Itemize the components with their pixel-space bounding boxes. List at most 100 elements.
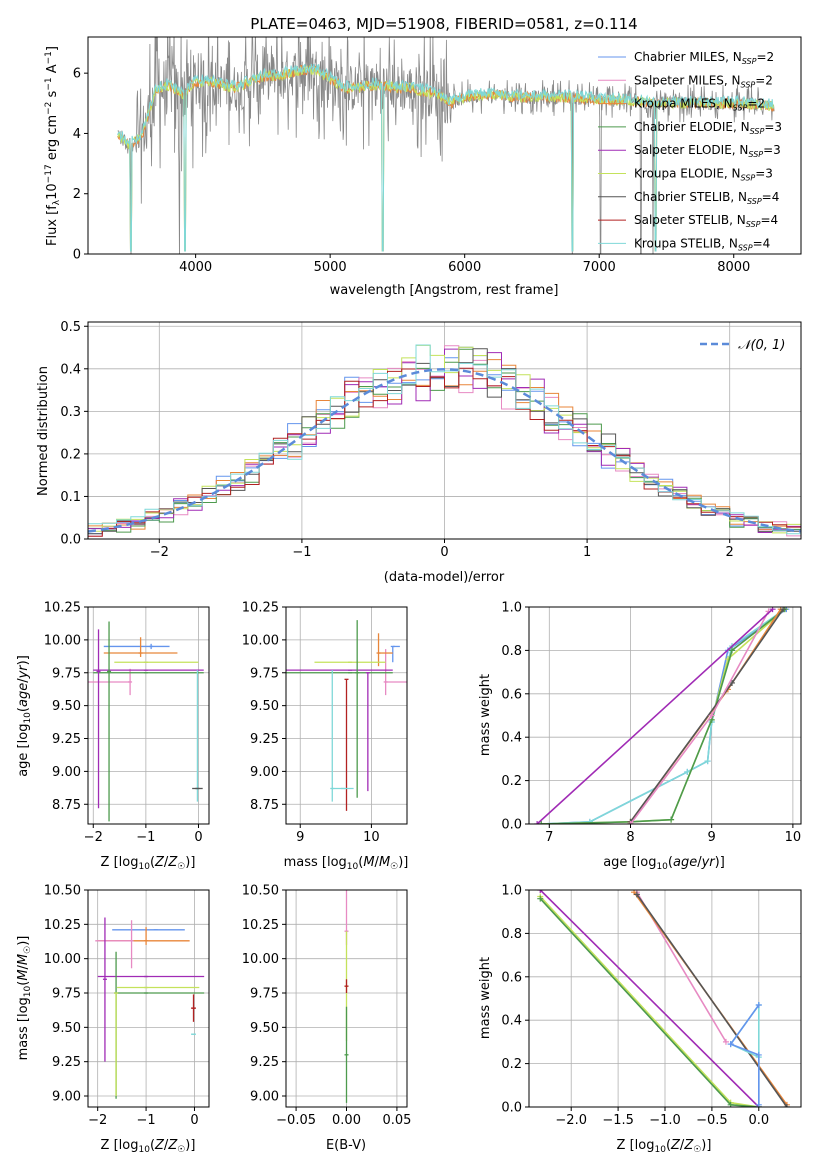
y-tick-label: 9.50 (52, 1021, 81, 1036)
y-tick-label: 9.25 (52, 1055, 81, 1070)
age-z-xlabel: Z [log10(Z/Z☉)] (101, 855, 196, 872)
mass-weight-line (729, 1004, 760, 1105)
age-mass-xlabel: mass [log10(M/M☉)] (284, 855, 409, 872)
legend-label: Kroupa ELODIE, NSSP=3 (634, 167, 773, 183)
x-tick-label: 8000 (717, 260, 750, 275)
y-tick-label: 0 (73, 248, 81, 263)
x-tick-label: −2.0 (555, 1113, 587, 1128)
normal-curve (88, 368, 801, 533)
y-tick-label: 0.1 (60, 490, 81, 505)
mass-weight-vs-z-panel: −2.0 −1.5 −1.0 −0.5 0.0 0.0 0.2 0.4 0.6 0.8 1.0 Z … (478, 884, 802, 1155)
spectrum-legend: Chabrier MILES, NSSP=2 Salpeter MILES, NS… (598, 50, 782, 252)
x-tick-label: 2 (726, 545, 734, 560)
mass-weight-marker (668, 816, 675, 823)
x-tick-label: 0.05 (382, 1113, 411, 1128)
y-tick-label: 8.75 (250, 798, 279, 813)
x-tick-label: −0.5 (696, 1113, 728, 1128)
mass-ebv-xlabel: E(B-V) (326, 1138, 366, 1153)
histogram-series (88, 344, 801, 534)
x-tick-label: −1 (136, 1113, 155, 1128)
y-tick-label: 0.0 (501, 1101, 522, 1116)
axes-frame: 9 10 8.75 9.00 9.25 9.50 9.75 10.00 10.25 (242, 601, 408, 845)
y-tick-label: 0.4 (501, 731, 522, 746)
y-tick-label: 8.75 (52, 798, 81, 813)
legend-label: Kroupa MILES, NSSP=2 (634, 97, 765, 113)
y-tick-label: 1.0 (501, 884, 522, 899)
mass-vs-z-panel: −2 −1 0 9.00 9.25 9.50 9.75 10.00 10.25 10.50 Z [… (16, 884, 210, 1155)
mass-weight-marker (538, 821, 545, 824)
x-tick-label: −2 (84, 830, 103, 845)
mass-weight-marker (755, 1051, 762, 1058)
x-tick-label: 7000 (583, 260, 616, 275)
residuals-legend: 𝒩(0, 1) (700, 338, 785, 353)
spectrum-ylabel: Flux [fλ10−17 erg cm−2 s−1 A−1] (44, 46, 62, 246)
mw-age-xlabel: age [log10(age/yr)] (603, 855, 725, 872)
residuals-ylabel: Normed distribution (36, 366, 51, 496)
axes-frame: 4000 5000 6000 7000 8000 0 2 4 6 (73, 36, 802, 275)
x-tick-label: 0.0 (748, 1113, 769, 1128)
y-tick-label: 10.25 (44, 918, 81, 933)
y-tick-label: 0.4 (60, 362, 81, 377)
x-tick-label: −1 (292, 545, 311, 560)
plot-area (88, 344, 801, 537)
mass-weight-marker (537, 895, 544, 902)
y-tick-label: 10.50 (242, 884, 279, 899)
axes-box (285, 606, 408, 825)
mass-z-xlabel: Z [log10(Z/Z☉)] (101, 1138, 196, 1155)
y-tick-label: 10.00 (44, 633, 81, 648)
legend-label: Salpeter MILES, NSSP=2 (634, 73, 773, 89)
y-tick-label: 9.75 (52, 666, 81, 681)
x-tick-label: −2 (88, 1113, 107, 1128)
y-tick-label: 0.2 (501, 1057, 522, 1072)
y-tick-label: 0.8 (501, 644, 522, 659)
y-tick-label: 10.00 (242, 633, 279, 648)
y-tick-label: 9.25 (250, 1055, 279, 1070)
x-tick-label: −1 (136, 830, 155, 845)
y-tick-label: 0.0 (501, 818, 522, 833)
plot-area (286, 620, 407, 811)
axes-frame: 7 8 9 10 0.0 0.2 0.4 0.6 0.8 1.0 (501, 601, 802, 845)
y-tick-label: 10.00 (242, 952, 279, 967)
x-tick-label: 9 (708, 830, 716, 845)
legend-label: Kroupa STELIB, NSSP=4 (634, 236, 770, 252)
mass-weight-marker (684, 768, 691, 775)
spectrum-title: PLATE=0463, MJD=51908, FIBERID=0581, z=0… (250, 15, 637, 33)
spectrum-panel: PLATE=0463, MJD=51908, FIBERID=0581, z=0… (44, 15, 802, 298)
plot-area (537, 890, 790, 1107)
mw-z-xlabel: Z [log10(Z/Z☉)] (617, 1138, 712, 1155)
y-tick-label: 10.50 (44, 884, 81, 899)
mass-weight-marker (755, 1002, 762, 1009)
x-tick-label: 0 (194, 830, 202, 845)
y-tick-label: 10.25 (242, 918, 279, 933)
mass-z-ylabel: mass [log10(M/M☉)] (16, 936, 33, 1061)
x-tick-label: 8 (626, 830, 634, 845)
y-tick-label: 0.6 (501, 970, 522, 985)
axes-frame: −2 −1 0 8.75 9.00 9.25 9.50 9.75 10.00 10.25 (44, 601, 210, 845)
y-tick-label: 0.4 (501, 1014, 522, 1029)
y-tick-label: 10.00 (44, 952, 81, 967)
mass-weight-marker (783, 1104, 790, 1107)
axes-box (87, 36, 802, 255)
axes-box (528, 606, 802, 825)
legend-label: Salpeter ELODIE, NSSP=3 (634, 143, 781, 159)
y-tick-label: 0.2 (501, 774, 522, 789)
y-tick-label: 0.6 (501, 687, 522, 702)
legend-label: Salpeter STELIB, NSSP=4 (634, 213, 778, 229)
y-tick-label: 0.5 (60, 320, 81, 335)
x-tick-label: 4000 (179, 260, 212, 275)
x-tick-label: 0 (440, 545, 448, 560)
x-tick-label: 10 (785, 830, 802, 845)
y-tick-label: 9.25 (52, 732, 81, 747)
age-vs-z-panel: −2 −1 0 8.75 9.00 9.25 9.50 9.75 10.00 10.25 Z [l… (16, 601, 210, 872)
y-tick-label: 9.50 (250, 699, 279, 714)
model-spectrum (117, 64, 775, 252)
mass-weight-line (536, 608, 774, 824)
residuals-panel: −2 −1 0 1 2 0.0 0.1 0.2 0.3 0.4 0.5 (data-model)/e… (36, 320, 802, 585)
legend-label: Chabrier ELODIE, NSSP=3 (634, 120, 782, 136)
mass-weight-marker (537, 890, 544, 893)
residuals-xlabel: (data-model)/error (384, 570, 505, 585)
plot-area (95, 917, 205, 1099)
y-tick-label: 1.0 (501, 601, 522, 616)
y-tick-label: 9.75 (250, 666, 279, 681)
